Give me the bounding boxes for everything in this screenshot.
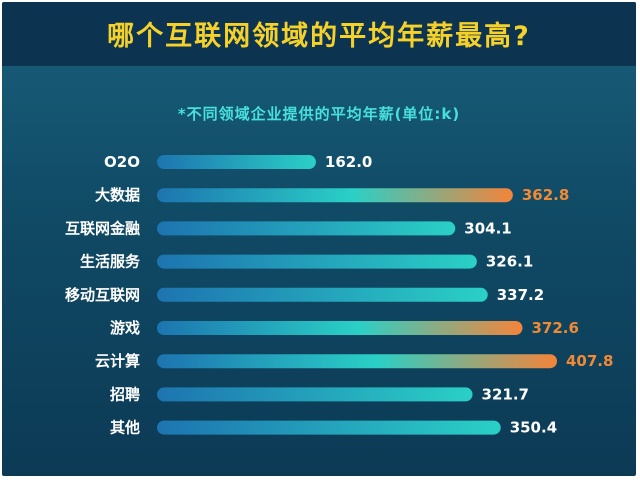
category-label: 生活服务 (80, 253, 141, 271)
value-label: 362.8 (522, 186, 569, 204)
category-label: 大数据 (95, 186, 140, 204)
category-label: 互联网金融 (65, 219, 140, 237)
value-label: 326.1 (486, 253, 533, 271)
value-label: 321.7 (482, 385, 529, 403)
title-band (2, 2, 636, 66)
category-label: O2O (104, 153, 140, 171)
chart-subtitle: *不同领域企业提供的平均年薪(单位:k) (177, 105, 461, 123)
value-label: 304.1 (464, 219, 511, 237)
value-label: 350.4 (510, 419, 557, 437)
bar (157, 254, 477, 269)
chart-title: 哪个互联网领域的平均年薪最高? (107, 21, 531, 52)
bar (157, 420, 501, 435)
bar (157, 321, 523, 335)
bar (157, 287, 488, 302)
category-label: 游戏 (110, 319, 140, 337)
bars-layer: O2O 162.0 大数据 362.8 互联网金融 304.1 生活服务 326.1 移动互联网… (65, 153, 613, 437)
value-label: 162.0 (325, 153, 372, 171)
bar (157, 354, 557, 369)
bar (157, 155, 316, 169)
bar (157, 188, 513, 203)
value-label: 372.6 (531, 319, 578, 337)
category-label: 移动互联网 (65, 286, 140, 304)
chart-panel: 哪个互联网领域的平均年薪最高? *不同领域企业提供的平均年薪(单位:k) O2O… (2, 2, 636, 476)
bar (157, 387, 473, 402)
value-label: 337.2 (497, 286, 544, 304)
category-label: 招聘 (110, 385, 140, 403)
category-label: 其他 (110, 419, 140, 437)
bar (157, 221, 456, 236)
category-label: 云计算 (95, 352, 140, 370)
bar-chart: O2O 162.0 大数据 362.8 互联网金融 304.1 生活服务 326.1 移动互联网… (65, 153, 613, 437)
value-label: 407.8 (566, 352, 613, 370)
